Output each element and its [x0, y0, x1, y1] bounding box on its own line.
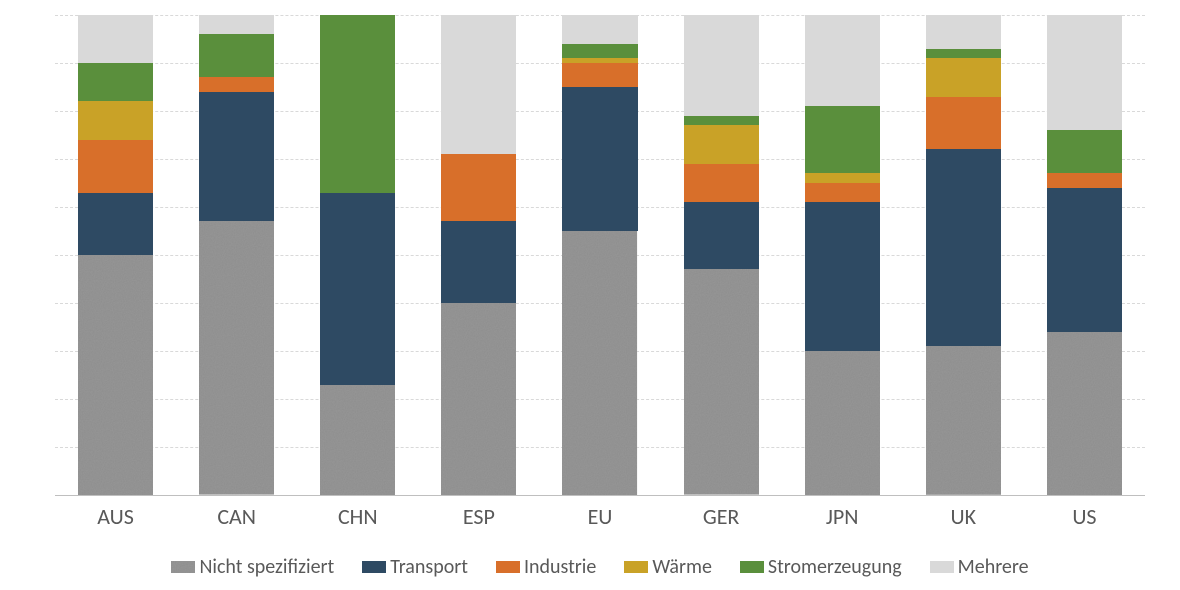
segment-industrie: [199, 77, 274, 91]
segment-stromerzeugung: [78, 63, 153, 101]
segment-mehrere: [199, 15, 274, 34]
xlabel: EU: [539, 503, 660, 530]
legend: Nicht spezifiziert Transport Industrie Wärm…: [55, 555, 1145, 579]
bar-us: [1047, 15, 1122, 495]
xlabel: CAN: [176, 503, 297, 530]
legend-label: Industrie: [524, 555, 596, 579]
segment-stromerzeugung: [805, 106, 880, 173]
segment-nicht_spezifiziert: [320, 385, 395, 495]
bar-jpn: [805, 15, 880, 495]
segment-mehrere: [78, 15, 153, 63]
segment-stromerzeugung: [199, 34, 274, 77]
legend-item-nicht_spezifiziert: Nicht spezifiziert: [171, 555, 334, 579]
legend-item-waerme: Wärme: [624, 555, 712, 579]
segment-nicht_spezifiziert: [78, 255, 153, 495]
bar-can: [199, 15, 274, 495]
segment-mehrere: [441, 15, 516, 154]
xlabel: UK: [903, 503, 1024, 530]
legend-item-transport: Transport: [362, 555, 468, 579]
segment-industrie: [78, 140, 153, 193]
segment-mehrere: [926, 15, 1001, 49]
xlabel: GER: [661, 503, 782, 530]
xlabel: JPN: [782, 503, 903, 530]
segment-transport: [805, 202, 880, 351]
segment-stromerzeugung: [1047, 130, 1122, 173]
segment-stromerzeugung: [320, 15, 395, 193]
segment-nicht_spezifiziert: [199, 221, 274, 495]
stacked-bar-chart: Nicht spezifiziert Transport Industrie Wärm…: [0, 0, 1180, 590]
segment-waerme: [805, 173, 880, 183]
segment-transport: [926, 149, 1001, 346]
segment-transport: [1047, 188, 1122, 332]
segment-transport: [441, 221, 516, 303]
legend-swatch: [171, 561, 195, 573]
bar-aus: [78, 15, 153, 495]
legend-swatch: [930, 561, 954, 573]
segment-mehrere: [684, 15, 759, 116]
legend-label: Stromerzeugung: [768, 555, 902, 579]
legend-item-industrie: Industrie: [496, 555, 596, 579]
segment-nicht_spezifiziert: [562, 231, 637, 495]
segment-nicht_spezifiziert: [805, 351, 880, 495]
segment-waerme: [562, 58, 637, 63]
segment-waerme: [926, 58, 1001, 96]
segment-waerme: [684, 125, 759, 163]
segment-industrie: [926, 97, 1001, 150]
segment-transport: [684, 202, 759, 269]
legend-swatch: [740, 561, 764, 573]
legend-swatch: [624, 561, 648, 573]
legend-item-stromerzeugung: Stromerzeugung: [740, 555, 902, 579]
segment-nicht_spezifiziert: [441, 303, 516, 495]
segment-industrie: [441, 154, 516, 221]
bar-ger: [684, 15, 759, 495]
bar-chn: [320, 15, 395, 495]
xlabel: AUS: [55, 503, 176, 530]
segment-mehrere: [805, 15, 880, 106]
legend-swatch: [362, 561, 386, 573]
legend-label: Transport: [390, 555, 468, 579]
segment-industrie: [1047, 173, 1122, 187]
segment-mehrere: [1047, 15, 1122, 130]
segment-transport: [78, 193, 153, 255]
bar-uk: [926, 15, 1001, 495]
segment-transport: [199, 92, 274, 222]
legend-label: Nicht spezifiziert: [199, 555, 334, 579]
xlabel: ESP: [418, 503, 539, 530]
xlabel: US: [1024, 503, 1145, 530]
bar-eu: [562, 15, 637, 495]
legend-item-mehrere: Mehrere: [930, 555, 1029, 579]
plot-area: [55, 15, 1145, 495]
bar-esp: [441, 15, 516, 495]
segment-industrie: [562, 63, 637, 87]
legend-label: Wärme: [652, 555, 712, 579]
x-axis-line: [55, 495, 1145, 496]
segment-mehrere: [562, 15, 637, 44]
segment-transport: [320, 193, 395, 385]
segment-nicht_spezifiziert: [926, 346, 1001, 495]
segment-industrie: [684, 164, 759, 202]
legend-label: Mehrere: [958, 555, 1029, 579]
segment-transport: [562, 87, 637, 231]
segment-industrie: [805, 183, 880, 202]
xlabel: CHN: [297, 503, 418, 530]
segment-stromerzeugung: [684, 116, 759, 126]
segment-nicht_spezifiziert: [684, 269, 759, 495]
segment-stromerzeugung: [926, 49, 1001, 59]
segment-waerme: [78, 101, 153, 139]
segment-nicht_spezifiziert: [1047, 332, 1122, 495]
legend-swatch: [496, 561, 520, 573]
segment-stromerzeugung: [562, 44, 637, 58]
